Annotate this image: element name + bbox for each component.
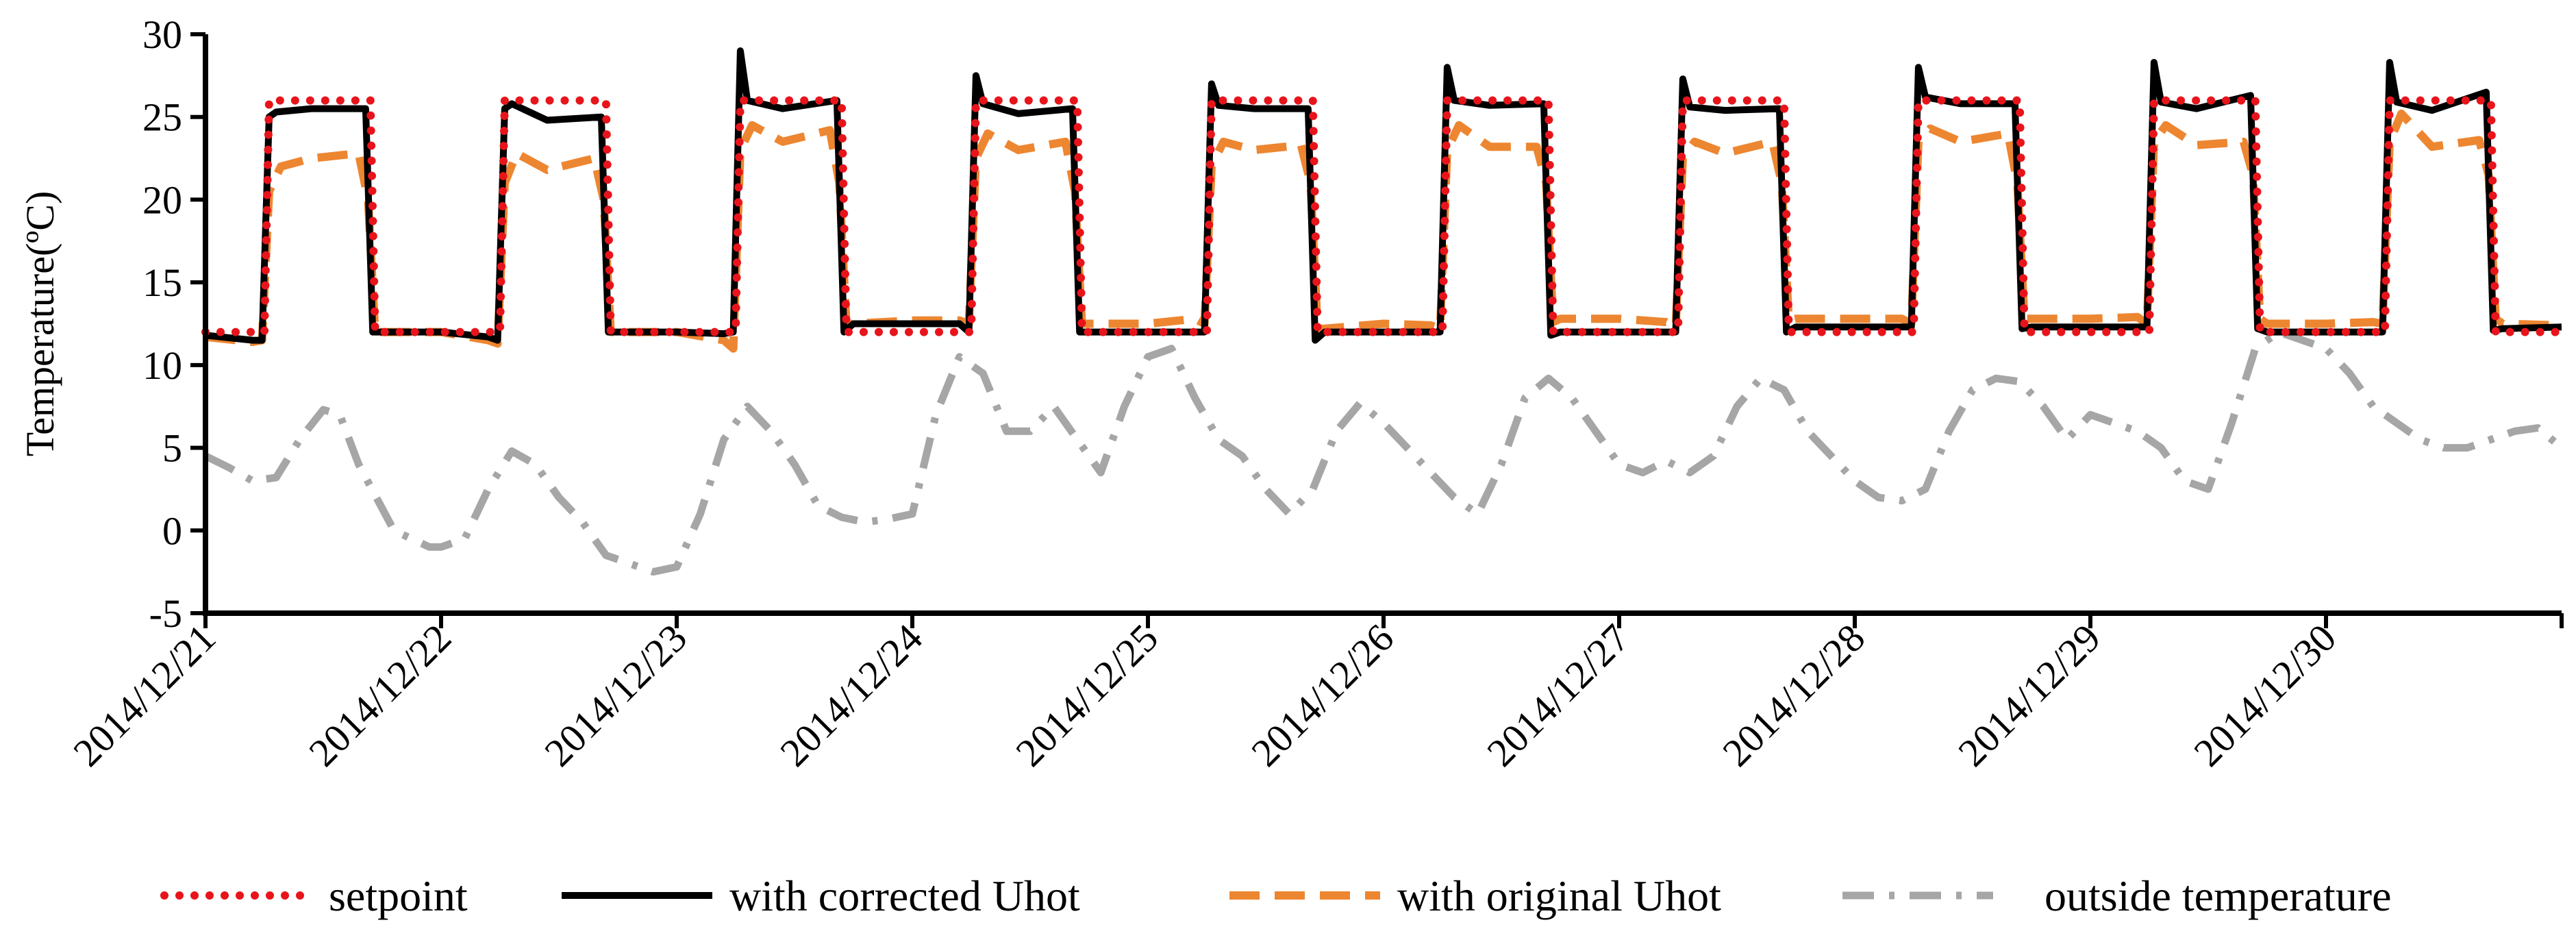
series-layer bbox=[201, 47, 2566, 576]
x-tick-label: 2014/12/25 bbox=[1007, 615, 1166, 775]
y-tick-label: 15 bbox=[142, 260, 182, 305]
y-tick-label: 0 bbox=[162, 508, 182, 553]
y-tick-label: 5 bbox=[162, 426, 182, 471]
y-tick-label: -5 bbox=[149, 591, 182, 636]
x-tick-label: 2014/12/27 bbox=[1478, 615, 1638, 775]
x-tick-label: 2014/12/28 bbox=[1714, 615, 1873, 775]
x-tick-label: 2014/12/23 bbox=[536, 615, 695, 775]
x-tick-label: 2014/12/24 bbox=[771, 615, 931, 775]
legend-label: with original Uhot bbox=[1397, 871, 1721, 920]
series-line-with-original-uhot bbox=[205, 109, 2562, 353]
x-ticks: 2014/12/21 2014/12/22 2014/12/23 2014/12/24… bbox=[64, 613, 2564, 775]
y-axis-label: Temperature(ºC) bbox=[18, 191, 62, 457]
x-tick-label: 2014/12/29 bbox=[1949, 615, 2109, 775]
y-ticks: 30 25 20 15 10 5 0 -5 bbox=[142, 12, 205, 636]
legend-label: with corrected Uhot bbox=[729, 871, 1080, 920]
legend-label: setpoint bbox=[329, 871, 468, 920]
series-line-outside-temperature bbox=[203, 328, 2564, 576]
x-tick-label: 2014/12/21 bbox=[64, 615, 224, 775]
y-tick-label: 10 bbox=[142, 343, 182, 388]
x-tick-label: 2014/12/30 bbox=[2185, 615, 2344, 775]
legend-label: outside temperature bbox=[2044, 871, 2391, 920]
x-tick-label: 2014/12/26 bbox=[1242, 615, 1402, 775]
y-tick-label: 20 bbox=[142, 177, 182, 222]
legend: setpoint with corrected Uhot with original… bbox=[160, 871, 2391, 920]
x-tick-label: 2014/12/22 bbox=[300, 615, 460, 775]
series-line-setpoint bbox=[201, 96, 2566, 336]
y-tick-label: 30 bbox=[142, 12, 182, 57]
y-tick-label: 25 bbox=[142, 95, 182, 140]
series-line-with-corrected-uhot bbox=[205, 47, 2562, 344]
